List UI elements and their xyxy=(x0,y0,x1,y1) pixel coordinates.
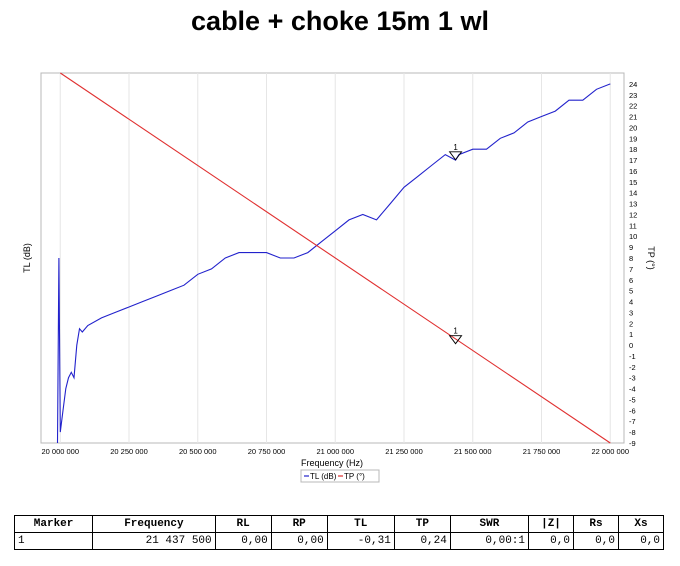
series-lines xyxy=(56,72,611,444)
table-header-cell: |Z| xyxy=(528,515,574,533)
marker-label: 1 xyxy=(453,143,458,152)
y-tick-label-right: 2 xyxy=(629,319,633,328)
legend-label-tp: TP (°) xyxy=(344,472,365,481)
y-tick-label-right: 0 xyxy=(629,341,633,350)
y-axis-label-left: TL (dB) xyxy=(22,243,32,273)
y-tick-label-right: -9 xyxy=(629,439,636,448)
x-tick-label: 22 000 000 xyxy=(591,447,629,456)
y-tick-label-right: -6 xyxy=(629,406,636,415)
y-tick-label-right: -8 xyxy=(629,428,636,437)
y-tick-label-right: -5 xyxy=(629,395,636,404)
y-tick-label-right: 23 xyxy=(629,91,637,100)
y-tick-label-right: -2 xyxy=(629,363,636,372)
table-header-cell: RL xyxy=(214,515,272,533)
y-tick-label-right: 16 xyxy=(629,167,637,176)
x-tick-label: 21 750 000 xyxy=(523,447,561,456)
table-header-cell: Marker xyxy=(13,515,94,533)
y-tick-label-right: 9 xyxy=(629,243,633,252)
y-tick-label-right: 24 xyxy=(629,80,637,89)
legend-label-tl: TL (dB) xyxy=(310,472,337,481)
y-tick-label-right: 15 xyxy=(629,178,637,187)
x-tick-label: 21 000 000 xyxy=(316,447,354,456)
x-tick-label: 20 000 000 xyxy=(41,447,79,456)
table-cell-rl: 0,00 xyxy=(214,532,272,550)
y-tick-label-right: 8 xyxy=(629,254,633,263)
x-tick-label: 21 250 000 xyxy=(385,447,423,456)
marker-table: Marker Frequency RL RP TL TP SWR |Z| Rs … xyxy=(13,515,665,550)
y-tick-label-right: -3 xyxy=(629,374,636,383)
y-tick-label-right: -4 xyxy=(629,385,636,394)
table-cell-marker: 1 xyxy=(13,532,94,550)
marker-triangle xyxy=(448,151,463,161)
marker-triangle xyxy=(448,335,463,345)
y-tick-label-right: 13 xyxy=(629,200,637,209)
table-cell-z: 0,0 xyxy=(528,532,574,550)
markers: 11 xyxy=(448,143,463,345)
y-tick-label-right: 14 xyxy=(629,189,637,198)
y-tick-label-right: 22 xyxy=(629,102,637,111)
y-tick-label-right: -1 xyxy=(629,352,636,361)
table-cell-tl: -0,31 xyxy=(326,532,395,550)
series-line xyxy=(56,83,611,444)
x-tick-label: 20 250 000 xyxy=(110,447,148,456)
y-axis-label-right: TP (°) xyxy=(646,246,656,269)
y-tick-label-right: 10 xyxy=(629,232,637,241)
y-tick-label-right: 4 xyxy=(629,298,633,307)
y-tick-label-right: 3 xyxy=(629,308,633,317)
chart-title: cable + choke 15m 1 wl xyxy=(191,6,489,36)
y-tick-label-right: 6 xyxy=(629,276,633,285)
table-header-cell: RP xyxy=(270,515,328,533)
table-cell-rs: 0,0 xyxy=(572,532,619,550)
table-row[interactable]: 1 21 437 500 0,00 0,00 -0,31 0,24 0,00:1… xyxy=(13,532,665,550)
marker-label: 1 xyxy=(453,327,458,336)
table-header-cell: Xs xyxy=(617,515,665,533)
table-header-row: Marker Frequency RL RP TL TP SWR |Z| Rs … xyxy=(13,515,665,533)
x-axis-label: Frequency (Hz) xyxy=(301,458,363,468)
y-tick-label-right: 19 xyxy=(629,134,637,143)
table-header-cell: SWR xyxy=(449,515,530,533)
y-tick-label-right: 18 xyxy=(629,145,637,154)
y-tick-label-right: 17 xyxy=(629,156,637,165)
table-header-cell: Rs xyxy=(572,515,619,533)
y-tick-label-right: 11 xyxy=(629,221,637,230)
table-header-cell: TP xyxy=(393,515,451,533)
y-tick-label-right: 1 xyxy=(629,330,633,339)
table-header-cell: Frequency xyxy=(92,515,216,533)
table-cell-xs: 0,0 xyxy=(617,532,665,550)
x-tick-label: 20 500 000 xyxy=(179,447,217,456)
y-tick-label-right: 21 xyxy=(629,113,637,122)
table-cell-frequency: 21 437 500 xyxy=(92,532,216,550)
series-line xyxy=(59,72,611,444)
y-axis-ticks: 2423222120191817161514131211109876543210… xyxy=(629,80,637,448)
grid-lines xyxy=(59,73,611,443)
y-tick-label-right: 12 xyxy=(629,210,637,219)
x-tick-label: 21 500 000 xyxy=(454,447,492,456)
table-header-cell: TL xyxy=(326,515,395,533)
plot-area xyxy=(40,72,625,444)
x-axis-ticks: 20 000 000 20 250 000 20 500 000 20 750 000… xyxy=(41,447,629,456)
x-tick-label: 20 750 000 xyxy=(248,447,286,456)
chart: 20 000 000 20 250 000 20 500 000 20 750 000… xyxy=(22,72,656,483)
y-tick-label-right: -7 xyxy=(629,417,636,426)
table-cell-swr: 0,00:1 xyxy=(449,532,530,550)
table-cell-rp: 0,00 xyxy=(270,532,328,550)
y-tick-label-right: 5 xyxy=(629,287,633,296)
y-tick-label-right: 20 xyxy=(629,123,637,132)
legend: TL (dB) TP (°) xyxy=(300,469,380,483)
table-cell-tp: 0,24 xyxy=(393,532,451,550)
y-tick-label-right: 7 xyxy=(629,265,633,274)
